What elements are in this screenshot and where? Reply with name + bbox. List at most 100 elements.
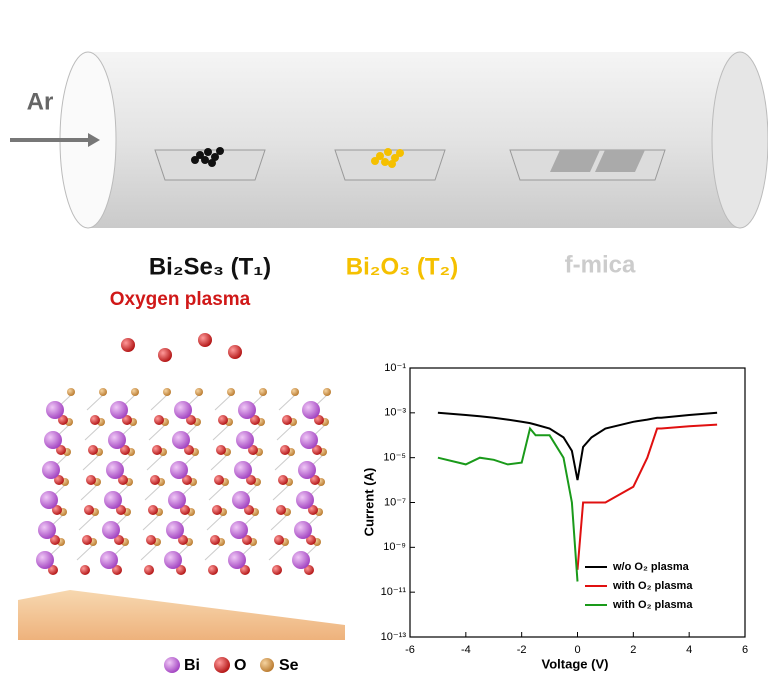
se-atom	[163, 388, 171, 396]
bond	[82, 454, 100, 471]
plasma-particle	[228, 345, 242, 359]
bond	[208, 484, 226, 501]
o-atom	[146, 535, 156, 545]
plasma-particle	[158, 348, 172, 362]
bi-atom	[292, 551, 310, 569]
bi-atom	[108, 431, 126, 449]
bond	[276, 424, 294, 441]
bond	[78, 514, 96, 531]
bi-atom	[174, 401, 192, 419]
bond	[206, 514, 224, 531]
o-atom	[210, 535, 220, 545]
bond	[274, 454, 292, 471]
o-atom	[308, 505, 318, 515]
o-atom	[250, 415, 260, 425]
o-atom	[304, 565, 314, 575]
o-atom	[274, 535, 284, 545]
o-atom	[112, 565, 122, 575]
o-atom	[306, 535, 316, 545]
o-atom	[116, 505, 126, 515]
bi-atom	[238, 401, 256, 419]
bi-atom	[296, 491, 314, 509]
y-tick-label: 10⁻⁷	[384, 496, 406, 508]
se-atom	[99, 388, 107, 396]
o-atom	[310, 475, 320, 485]
bi-atom	[106, 461, 124, 479]
y-tick-label: 10⁻¹	[384, 362, 406, 374]
o-atom	[154, 415, 164, 425]
o-atom	[54, 475, 64, 485]
y-tick-label: 10⁻⁹	[383, 541, 406, 553]
o-atom	[52, 505, 62, 515]
bi-atom	[38, 521, 56, 539]
iv-chart: -6 -4 -2 0 2 4 6 10⁻¹ 10⁻³ 10⁻⁵ 10⁻⁷ 10⁻⁹ 10⁻¹¹ 10⁻¹³…	[381, 362, 748, 656]
bond	[212, 424, 230, 441]
x-tick-label: -4	[461, 644, 471, 656]
o-atom	[248, 445, 258, 455]
x-tick-label: 0	[574, 644, 580, 656]
bond	[272, 484, 290, 501]
x-tick-label: 4	[686, 644, 692, 656]
o-atom	[178, 535, 188, 545]
bond	[148, 424, 166, 441]
o-atom	[212, 505, 222, 515]
legend-label: with O₂ plasma	[612, 599, 693, 611]
plasma-particle	[121, 338, 135, 352]
bond	[140, 544, 158, 561]
o-atom	[280, 445, 290, 455]
se-atom	[195, 388, 203, 396]
o-atom	[186, 415, 196, 425]
o-atom	[50, 535, 60, 545]
bond	[146, 454, 164, 471]
plasma-label: Oxygen plasma	[110, 289, 251, 310]
o-atom	[282, 415, 292, 425]
bond	[142, 514, 160, 531]
bi-atom	[110, 401, 128, 419]
bond	[270, 514, 288, 531]
o-atom	[246, 475, 256, 485]
source-label: Bi₂O₃ (T₂)	[346, 253, 458, 280]
iv-curve	[437, 426, 579, 582]
bond	[278, 394, 296, 411]
bi-atom	[294, 521, 312, 539]
bi-atom	[104, 491, 122, 509]
o-atom	[150, 475, 160, 485]
iv-curve	[437, 411, 718, 481]
x-axis-label: Voltage (V)	[542, 656, 609, 671]
bi-atom	[172, 431, 190, 449]
o-atom	[182, 475, 192, 485]
bi-atom	[234, 461, 252, 479]
legend-label: w/o O₂ plasma	[612, 561, 690, 573]
o-atom	[148, 505, 158, 515]
bi-atom	[228, 551, 246, 569]
o-atom	[276, 505, 286, 515]
o-atom	[86, 475, 96, 485]
o-atom	[272, 565, 282, 575]
bi-atom	[100, 551, 118, 569]
bond	[84, 424, 102, 441]
y-tick-label: 10⁻³	[384, 407, 406, 419]
o-atom	[152, 445, 162, 455]
o-atom	[58, 415, 68, 425]
atom-legend-label: O	[234, 657, 246, 674]
bond	[268, 544, 286, 561]
o-atom	[208, 565, 218, 575]
crystal	[18, 333, 345, 640]
bi-atom	[42, 461, 60, 479]
bond	[214, 394, 232, 411]
y-tick-label: 10⁻⁵	[383, 452, 406, 464]
o-atom	[48, 565, 58, 575]
o-atom	[244, 505, 254, 515]
atom-legend-label: Se	[279, 657, 299, 674]
o-atom	[242, 535, 252, 545]
bi-atom	[298, 461, 316, 479]
bi-atom	[232, 491, 250, 509]
x-tick-label: -6	[405, 644, 415, 656]
bond	[80, 484, 98, 501]
legend-label: with O₂ plasma	[612, 580, 693, 592]
o-atom	[278, 475, 288, 485]
o-atom	[314, 415, 324, 425]
plot-frame	[409, 367, 746, 638]
o-atom	[214, 475, 224, 485]
x-tick-label: -2	[517, 644, 527, 656]
